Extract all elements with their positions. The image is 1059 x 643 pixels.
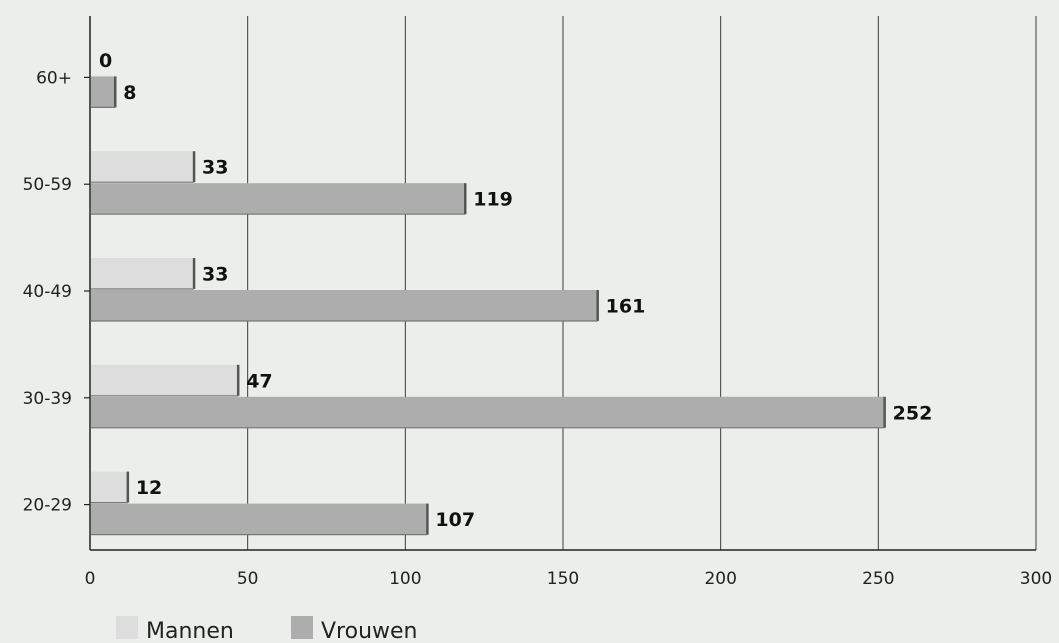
bar-vrouwen-30-39 [91,396,885,428]
data-label-mannen: 12 [136,477,162,499]
data-labels: 08 33 119 33 161 47 252 12 107 [99,50,932,531]
x-tick-label: 100 [389,569,421,589]
bar-vrouwen-40-49 [91,290,598,321]
legend: Mannen Vrouwen [116,616,418,643]
data-label-vrouwen: 107 [435,509,475,531]
bar-vrouwen-50-59 [91,183,466,215]
bar-mannen-40-49 [91,258,195,289]
data-label-mannen: 33 [202,157,228,179]
data-label-vrouwen: 119 [473,189,513,211]
y-tick-label: 20-29 [23,496,72,516]
legend-label-vrouwen: Vrouwen [321,619,418,639]
data-label-mannen: 33 [202,264,228,286]
legend-swatch-vrouwen [291,616,313,640]
gridlines [247,16,1037,550]
data-label-mannen: 0 [99,50,112,72]
axes: 0 50 100 150 200 250 300 60+ 50-59 40-49 30-39 20-2… [23,16,1052,589]
bar-vrouwen-20-29 [91,503,428,535]
y-tick-label: 50-59 [23,175,72,195]
y-tick-label: 60+ [36,68,72,88]
x-tick-label: 250 [862,569,894,589]
legend-label-mannen: Mannen [146,619,234,639]
bar-mannen-30-39 [91,364,239,396]
x-tick-label: 50 [237,569,259,589]
data-label-vrouwen: 8 [123,82,136,104]
x-tick-label: 300 [1020,569,1052,589]
bar-mannen-50-59 [91,151,195,183]
y-tick-label: 30-39 [23,389,72,409]
data-label-mannen: 47 [246,370,272,392]
bars [91,76,886,536]
data-label-vrouwen: 252 [893,402,933,424]
legend-swatch-mannen [116,616,138,640]
x-tick-label: 200 [704,569,736,589]
data-label-vrouwen: 161 [606,296,646,318]
y-tick-label: 40-49 [23,282,72,302]
bar-mannen-20-29 [91,471,128,503]
bar-vrouwen-60 [91,76,116,108]
x-tick-label: 0 [85,569,96,589]
x-tick-label: 150 [547,569,579,589]
